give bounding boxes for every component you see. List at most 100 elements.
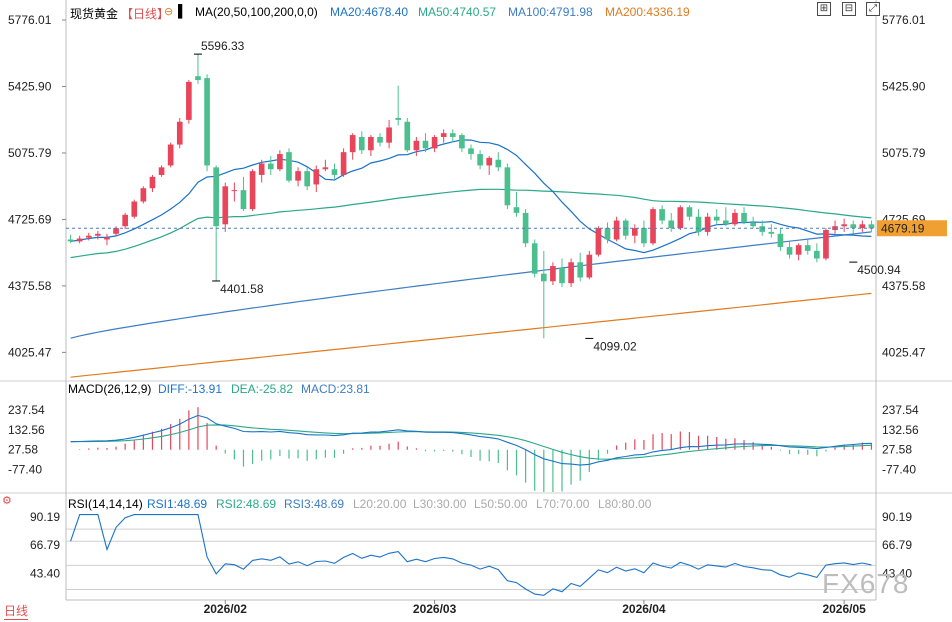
candle-body bbox=[404, 121, 411, 151]
period-label: 【日线】 bbox=[121, 7, 170, 21]
macd-dea-line bbox=[70, 424, 872, 460]
price-tick-label-right: 5425.90 bbox=[882, 79, 926, 93]
candle-body bbox=[659, 209, 665, 221]
candle-body bbox=[131, 201, 138, 217]
candle-body bbox=[859, 224, 866, 229]
candle-body bbox=[349, 135, 356, 153]
ma200-value: MA200:4336.19 bbox=[605, 5, 690, 19]
candle-body bbox=[122, 214, 128, 227]
ma100-line bbox=[70, 231, 872, 339]
candle-body bbox=[422, 140, 429, 149]
rsi-tick-label-right: 90.19 bbox=[882, 510, 912, 524]
macd-diff: DIFF:-13.91 bbox=[158, 382, 223, 396]
annotation-low: 4500.94 bbox=[857, 263, 901, 277]
rsi1-value: RSI1:48.69 bbox=[147, 497, 208, 511]
ma-label: MA(20,50,100,200,0,0) bbox=[195, 5, 318, 19]
macd-tick-label-left: 132.56 bbox=[8, 423, 45, 437]
candle-body bbox=[258, 163, 265, 175]
candle-body bbox=[186, 81, 192, 120]
ma50-line bbox=[70, 188, 872, 259]
candle-body bbox=[286, 152, 292, 181]
candle-body bbox=[176, 121, 183, 145]
candle-body bbox=[604, 228, 611, 240]
candle-body bbox=[795, 245, 802, 255]
candle-body bbox=[586, 254, 593, 278]
candle-body bbox=[304, 171, 311, 187]
zoom-out-icon[interactable]: ⊟ bbox=[842, 2, 856, 16]
candle-body bbox=[104, 237, 110, 240]
candle-body bbox=[231, 190, 238, 192]
ma20-line bbox=[70, 139, 872, 254]
candle-body bbox=[240, 190, 247, 210]
price-tick-label-left: 4725.69 bbox=[8, 212, 52, 226]
period-button[interactable]: 日线 bbox=[4, 604, 29, 620]
candle-body bbox=[568, 262, 574, 284]
candle-body bbox=[823, 230, 829, 259]
candle-body bbox=[786, 247, 793, 255]
candle-body bbox=[713, 216, 720, 221]
zoom-in-icon[interactable]: ⊞ bbox=[817, 2, 831, 16]
price-tick-label-left: 4025.47 bbox=[8, 345, 52, 359]
candle-body bbox=[477, 154, 483, 166]
candle-body bbox=[641, 228, 647, 244]
fullscreen-icon[interactable]: ⤢ bbox=[866, 2, 880, 16]
candle-body bbox=[522, 212, 529, 244]
candle-body bbox=[340, 152, 347, 175]
rsi-tick-label-right: 43.40 bbox=[882, 566, 912, 580]
candle-body bbox=[668, 220, 675, 229]
candle-body bbox=[686, 207, 693, 217]
candle-body bbox=[67, 239, 74, 242]
rsi-line bbox=[70, 514, 872, 596]
macd-tick-label-right: 237.54 bbox=[882, 403, 919, 417]
price-tick-label-right: 4375.58 bbox=[882, 279, 926, 293]
candle-body bbox=[395, 117, 402, 120]
rsi-l50: L50:50.00 bbox=[474, 497, 528, 511]
candle-body bbox=[741, 212, 747, 223]
candle-body bbox=[277, 154, 283, 170]
price-tick-label-left: 5075.79 bbox=[8, 146, 52, 160]
price-tick-label-left: 5776.01 bbox=[8, 13, 52, 27]
candle-body bbox=[750, 222, 756, 227]
candle-body bbox=[358, 136, 365, 151]
candle-body bbox=[140, 188, 147, 202]
candle-body bbox=[559, 267, 565, 284]
candle-body bbox=[85, 235, 92, 238]
settings-icon[interactable]: ⊖ bbox=[164, 6, 174, 18]
rsi-l30: L30:30.00 bbox=[413, 497, 467, 511]
candle-body bbox=[777, 233, 784, 248]
candle-body bbox=[814, 250, 820, 259]
candle-body bbox=[76, 238, 83, 242]
candle-body bbox=[704, 216, 711, 232]
rsi2-value: RSI2:48.69 bbox=[216, 497, 277, 511]
candle-body bbox=[295, 171, 301, 181]
price-tick-label-left: 5425.90 bbox=[8, 79, 52, 93]
macd-title: MACD(26,12,9) bbox=[68, 382, 152, 396]
expand-icon[interactable]: ▌ bbox=[178, 4, 187, 18]
candle-body bbox=[677, 207, 684, 229]
instrument-title: 现货黄金 bbox=[70, 7, 119, 21]
candle-body bbox=[440, 133, 447, 137]
candle-body bbox=[322, 167, 329, 170]
candle-body bbox=[413, 140, 420, 151]
macd-tick-label-right: -77.40 bbox=[882, 463, 916, 477]
ma20-value: MA20:4678.40 bbox=[330, 5, 409, 19]
candle-body bbox=[550, 266, 556, 282]
rsi-settings-icon[interactable]: ⚙ bbox=[2, 495, 12, 507]
rsi-l20: L20:20.00 bbox=[353, 497, 407, 511]
candle-body bbox=[577, 262, 584, 278]
candle-body bbox=[650, 209, 656, 244]
last-price-tag bbox=[877, 220, 947, 237]
candle-body bbox=[431, 136, 438, 149]
rsi-l80: L80:80.00 bbox=[598, 497, 652, 511]
annotation-high: 5596.33 bbox=[201, 39, 245, 53]
candle-body bbox=[595, 228, 602, 255]
ma200-line bbox=[70, 292, 872, 378]
macd-tick-label-left: -77.40 bbox=[8, 463, 42, 477]
candle-body bbox=[723, 220, 729, 225]
candle-body bbox=[204, 78, 210, 166]
annotation-low: 4099.02 bbox=[593, 339, 637, 353]
candle-body bbox=[167, 144, 174, 166]
candle-body bbox=[313, 169, 320, 185]
candle-body bbox=[222, 186, 229, 225]
candle-body bbox=[631, 228, 638, 236]
